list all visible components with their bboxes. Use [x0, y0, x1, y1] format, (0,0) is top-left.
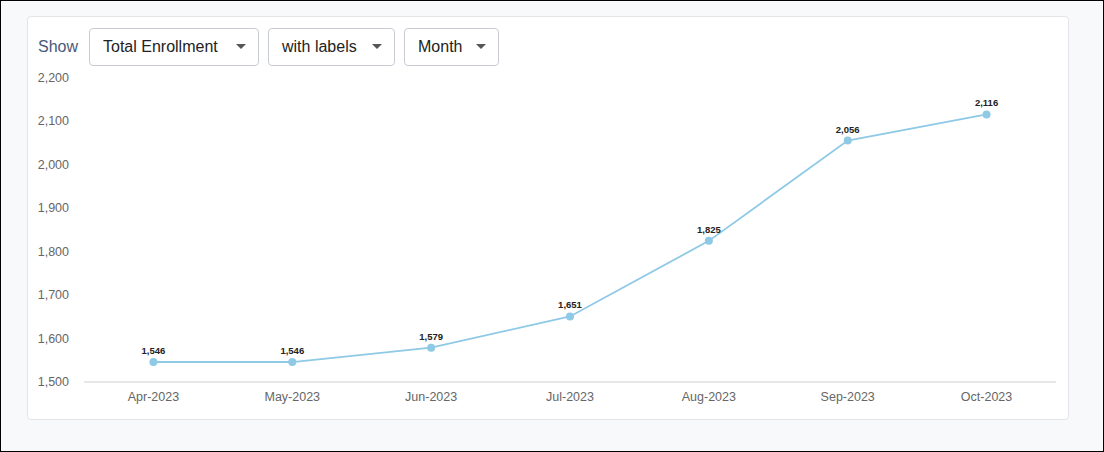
chart: 1,500 1,600 1,700 1,800 1,900 2,000 2,100 2,200…	[1, 1, 1104, 452]
marker	[149, 358, 157, 366]
marker	[705, 237, 713, 245]
x-tick-label: Jun-2023	[405, 390, 457, 404]
dropdown-text: Total Enrollment	[103, 38, 218, 55]
data-label: 1,546	[142, 345, 166, 356]
card: Show Total Enrollment with labels Month	[27, 16, 1069, 420]
data-label: 1,579	[419, 331, 443, 342]
caret-shape	[236, 44, 246, 49]
marker	[566, 312, 574, 320]
y-tick-label: 1,700	[38, 288, 69, 302]
y-tick-label: 2,100	[38, 114, 69, 128]
dropdown[interactable]: Total Enrollment	[89, 28, 259, 66]
data-label: 2,116	[975, 97, 998, 108]
x-axis	[84, 382, 1056, 383]
data-label: 1,825	[697, 224, 721, 235]
x-tick-label: Jul-2023	[546, 390, 594, 404]
dropdown[interactable]: with labels	[268, 28, 395, 66]
line	[153, 114, 986, 362]
y-tick-label: 1,500	[38, 375, 69, 389]
caret	[372, 44, 382, 50]
dropdown-text: Month	[418, 38, 462, 55]
caret	[236, 44, 246, 50]
dropdown-text: with labels	[282, 38, 357, 55]
caret-shape	[372, 44, 382, 49]
marker	[983, 110, 991, 118]
marker	[427, 344, 435, 352]
caret-shape	[476, 44, 486, 49]
plot-area	[149, 110, 990, 366]
show-label: Show	[38, 28, 78, 66]
caret	[476, 44, 486, 50]
x-tick-label: Apr-2023	[128, 390, 179, 404]
y-tick-label: 1,800	[38, 245, 69, 259]
x-tick-label: Oct-2023	[961, 390, 1012, 404]
y-tick-label: 1,600	[38, 332, 69, 346]
x-tick-label: Aug-2023	[682, 390, 736, 404]
data-label: 1,546	[280, 345, 304, 356]
y-tick-label: 2,200	[38, 71, 69, 85]
y-tick-label: 1,900	[38, 201, 69, 215]
marker	[288, 358, 296, 366]
marker	[844, 137, 852, 145]
x-tick-label: Sep-2023	[821, 390, 875, 404]
data-label: 1,651	[558, 299, 582, 310]
data-label: 2,056	[836, 124, 860, 135]
dropdown[interactable]: Month	[404, 28, 499, 66]
frame: ShowTotal Enrollmentwith labelsMonth1,50…	[0, 0, 1104, 452]
y-tick-label: 2,000	[38, 158, 69, 172]
x-tick-label: May-2023	[264, 390, 320, 404]
